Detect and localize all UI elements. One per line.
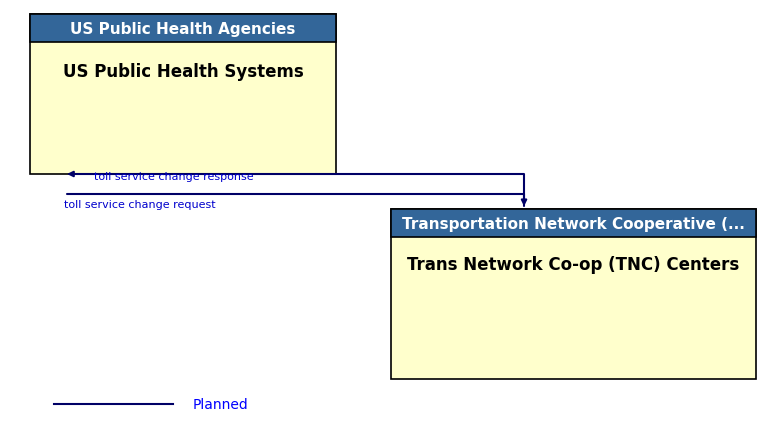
Text: US Public Health Systems: US Public Health Systems bbox=[63, 63, 303, 81]
Text: Planned: Planned bbox=[193, 397, 248, 411]
Text: Transportation Network Cooperative (...: Transportation Network Cooperative (... bbox=[402, 216, 745, 231]
Bar bbox=[30, 15, 336, 43]
Bar bbox=[30, 15, 336, 175]
Bar bbox=[391, 209, 756, 237]
Text: toll service change response: toll service change response bbox=[94, 172, 254, 181]
Bar bbox=[391, 209, 756, 379]
Text: Trans Network Co-op (TNC) Centers: Trans Network Co-op (TNC) Centers bbox=[407, 255, 740, 273]
Text: toll service change request: toll service change request bbox=[64, 200, 216, 209]
Text: US Public Health Agencies: US Public Health Agencies bbox=[70, 22, 296, 37]
